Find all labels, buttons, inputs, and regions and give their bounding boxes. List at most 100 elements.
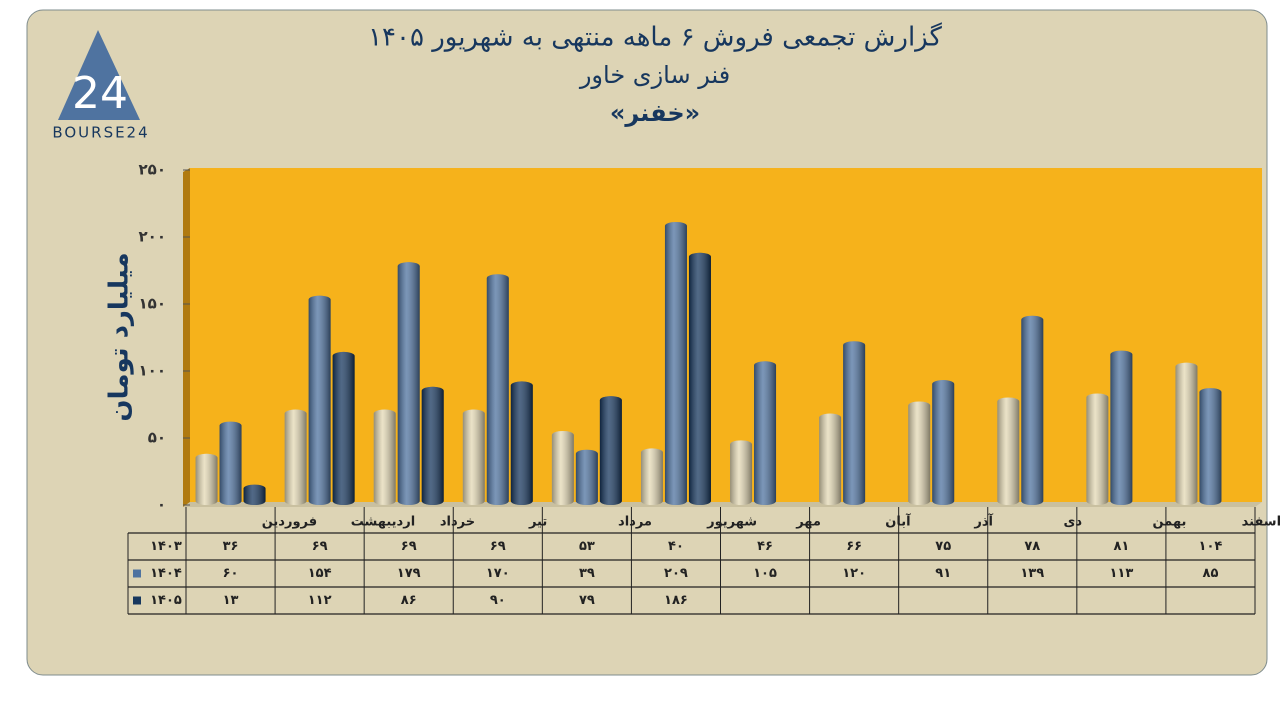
bar-shade	[486, 274, 509, 505]
table-cell: ۲۰۹	[664, 566, 688, 581]
bar-group	[219, 421, 242, 505]
bar-shade	[997, 397, 1020, 505]
bar-group	[195, 453, 218, 505]
plot-floor	[183, 502, 1262, 507]
bar-group	[599, 396, 622, 505]
bar-shade	[1199, 388, 1222, 505]
legend-label: ۱۴۰۳	[150, 539, 182, 554]
bar-shade	[551, 430, 574, 505]
bar-group	[308, 295, 331, 505]
bar-group	[397, 262, 420, 505]
bar-shade	[243, 484, 266, 505]
logo-mark	[58, 30, 140, 120]
logo-text: BOURSE24	[52, 124, 149, 142]
table-cell: ۱۳	[223, 593, 239, 608]
bar-group	[730, 440, 753, 505]
bar-shade	[640, 448, 663, 505]
table-cell: ۷۸	[1024, 539, 1040, 554]
x-tick-label: تیر	[528, 515, 547, 530]
bar-group	[1175, 362, 1198, 505]
y-tick-label: ۵۰	[148, 429, 166, 447]
bar-group	[462, 409, 485, 505]
bar-shade	[843, 341, 866, 505]
plot-area	[190, 168, 1262, 502]
table-cell: ۴۶	[757, 539, 773, 554]
x-tick-label: اردیبهشت	[351, 515, 415, 530]
table-cell: ۱۱۳	[1109, 566, 1133, 581]
table-cell: ۶۰	[223, 566, 239, 581]
table-cell: ۶۹	[490, 539, 506, 554]
y-tick-label: ۲۰۰	[139, 228, 166, 246]
bar-shade	[664, 221, 687, 505]
bar-group	[640, 448, 663, 505]
bar-shade	[462, 409, 485, 505]
bar-shade	[1110, 350, 1133, 505]
bar-shade	[908, 401, 931, 505]
bar-group	[243, 484, 266, 505]
bar-shade	[421, 386, 444, 505]
x-tick-label: مهر	[795, 515, 821, 530]
table-cell: ۱۷۰	[486, 566, 510, 581]
table-cell: ۱۷۹	[397, 566, 421, 581]
table-cell: ۷۹	[579, 593, 595, 608]
table-cell: ۹۰	[490, 593, 506, 608]
bar-shade	[397, 262, 420, 505]
table-cell: ۹۱	[935, 566, 951, 581]
bar-group	[908, 401, 931, 505]
chart-subtitle: «خفنر»	[610, 99, 700, 127]
bar-shade	[932, 380, 955, 505]
table-cell: ۸۵	[1203, 566, 1219, 581]
x-tick-label: بهمن	[1153, 515, 1187, 530]
plot-wall	[183, 168, 190, 507]
table-cell: ۱۰۵	[753, 566, 777, 581]
bar-group	[1199, 388, 1222, 505]
bar-shade	[284, 409, 307, 505]
bar-group	[575, 449, 598, 505]
table-cell: ۶۶	[846, 539, 862, 554]
bar-shade	[1021, 315, 1044, 505]
table-cell: ۷۵	[935, 539, 951, 554]
table-cell: ۶۹	[312, 539, 328, 554]
x-tick-label: خرداد	[440, 515, 475, 530]
bar-group	[373, 409, 396, 505]
bar-shade	[688, 252, 711, 505]
y-tick-label: ۱۵۰	[139, 295, 166, 313]
x-tick-label: آذر	[973, 513, 993, 530]
table-cell: ۵۳	[579, 539, 595, 554]
y-tick-label: ۰	[157, 496, 166, 514]
table-cell: ۱۲۰	[842, 566, 866, 581]
bar-shade	[332, 351, 355, 505]
y-tick-label: ۲۵۰	[139, 161, 166, 179]
bar-group	[1021, 315, 1044, 505]
bar-shade	[1086, 393, 1109, 505]
x-tick-label: شهریور	[706, 515, 757, 530]
bar-shade	[373, 409, 396, 505]
x-tick-label: فروردین	[262, 515, 317, 530]
y-axis-title: میلیارد تومان	[105, 252, 135, 421]
x-tick-label: مرداد	[618, 515, 652, 530]
legend-swatch	[133, 569, 141, 578]
bar-shade	[819, 413, 842, 505]
bar-shade	[308, 295, 331, 505]
bar-shade	[219, 421, 242, 505]
table-cell: ۸۱	[1113, 539, 1129, 554]
legend-label: ۱۴۰۵	[150, 593, 182, 608]
bar-shade	[1175, 362, 1198, 505]
table-cell: ۳۹	[579, 566, 595, 581]
bar-group	[551, 430, 574, 505]
table-cell: ۱۵۴	[308, 566, 332, 581]
bar-shade	[599, 396, 622, 505]
table-cell: ۶۹	[401, 539, 417, 554]
bar-group	[421, 386, 444, 505]
bar-group	[932, 380, 955, 505]
table-cell: ۳۶	[223, 539, 239, 554]
table-cell: ۱۸۶	[664, 593, 688, 608]
bar-group	[1110, 350, 1133, 505]
table-cell: ۸۶	[401, 593, 417, 608]
chart-subtitle: فنر سازی خاور	[579, 61, 730, 89]
chart-content: ۰ ۵۰ ۱۰۰ ۱۵۰ ۲۰۰ ۲۵۰ فروردین اردیبهشت خرداد تیر مر…	[127, 161, 1280, 615]
table-cell: ۴۰	[668, 539, 684, 554]
x-tick-label: آبان	[885, 513, 911, 530]
bar-shade	[730, 440, 753, 505]
